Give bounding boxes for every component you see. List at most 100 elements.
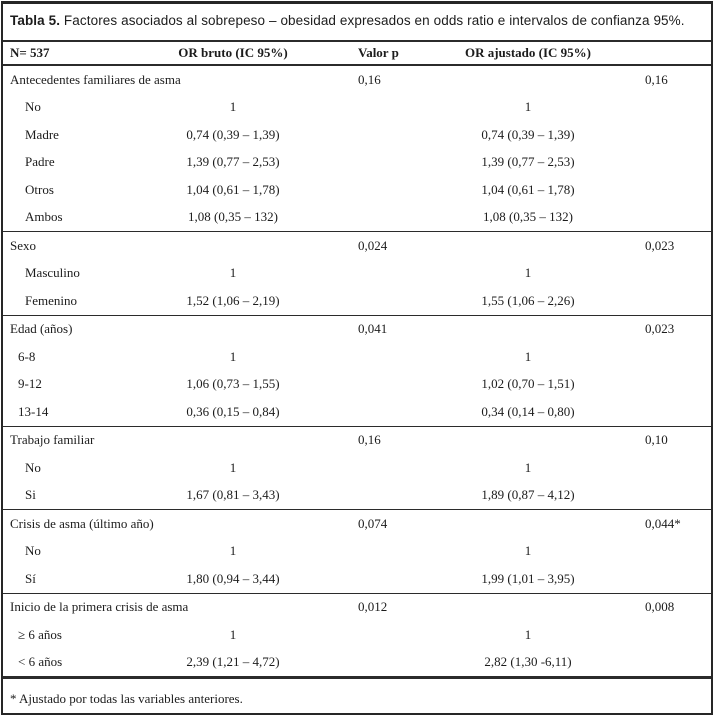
table-row: 6-8 1 1 [3,343,711,371]
cell-valor-p: 0,012 [358,599,388,615]
table-row: Edad (años) 0,041 0,023 [3,316,711,344]
table-frame: Tabla 5. Factores asociados al sobrepeso… [1,1,713,715]
cell-valor-p-adjusted: 0,023 [645,321,675,337]
cell-or-adjusted: 2,82 (1,30 -6,11) [484,654,572,670]
table-row: ≥ 6 años 1 1 [3,621,711,649]
table-row: Otros 1,04 (0,61 – 1,78) 1,04 (0,61 – 1,78… [3,176,711,204]
cell-label: Otros [25,181,54,197]
table-row: Trabajo familiar 0,16 0,10 [3,427,711,455]
cell-label: Antecedentes familiares de asma [10,71,181,87]
cell-label: Si [25,487,36,503]
cell-label: Masculino [25,265,80,281]
table-title-text: Factores asociados al sobrepeso – obesid… [60,13,685,28]
cell-or-crude: 0,74 (0,39 – 1,39) [186,126,280,142]
cell-or-adjusted: 1,04 (0,61 – 1,78) [481,181,575,197]
cell-or-adjusted: 0,74 (0,39 – 1,39) [481,126,575,142]
cell-label: No [25,543,41,559]
cell-label: < 6 años [18,654,63,670]
cell-or-adjusted: 1,39 (0,77 – 2,53) [481,154,575,170]
cell-or-crude: 1,08 (0,35 – 132) [188,209,278,225]
table-row: Femenino 1,52 (1,06 – 2,19) 1,55 (1,06 – 2… [3,287,711,315]
cell-valor-p-adjusted: 0,044* [645,515,681,531]
cell-or-adjusted: 1,02 (0,70 – 1,51) [481,376,575,392]
cell-or-crude: 1 [229,99,237,115]
cell-valor-p: 0,024 [358,237,388,253]
cell-or-crude: 1,04 (0,61 – 1,78) [186,181,280,197]
table-section: Edad (años) 0,041 0,023 6-8 1 1 9-12 1,06 (0,73… [3,316,711,427]
cell-or-adjusted: 1,89 (0,87 – 4,12) [481,487,575,503]
cell-valor-p: 0,074 [358,515,388,531]
cell-or-adjusted: 1 [524,348,532,364]
header-col-or-adjusted: OR ajustado (IC 95%) [464,45,592,60]
cell-valor-p-adjusted: 0,16 [645,71,668,87]
table-footnote: * Ajustado por todas las variables anter… [10,691,243,706]
table-row: Sexo 0,024 0,023 [3,232,711,260]
cell-or-crude: 1,67 (0,81 – 3,43) [186,487,280,503]
table-section: Crisis de asma (último año) 0,074 0,044* No… [3,510,711,594]
table-row: < 6 años 2,39 (1,21 – 4,72) 2,82 (1,30 -6,… [3,649,711,677]
table-row: 13-14 0,36 (0,15 – 0,84) 0,34 (0,14 – 0,80… [3,398,711,426]
cell-label: No [25,99,41,115]
cell-or-adjusted: 1,55 (1,06 – 2,26) [481,292,575,308]
table-row: 9-12 1,06 (0,73 – 1,55) 1,02 (0,70 – 1,51) [3,371,711,399]
cell-label: Inicio de la primera crisis de asma [10,599,189,615]
table-section: Antecedentes familiares de asma 0,16 0,16 N… [3,66,711,232]
cell-valor-p: 0,16 [358,71,381,87]
cell-or-crude: 0,36 (0,15 – 0,84) [186,403,280,419]
table-row: Padre 1,39 (0,77 – 2,53) 1,39 (0,77 – 2,53… [3,149,711,177]
table-row: Masculino 1 1 [3,260,711,288]
table-row: Crisis de asma (último año) 0,074 0,044* [3,510,711,538]
cell-valor-p: 0,041 [358,321,388,337]
cell-label: Sí [25,570,36,586]
table-row: Sí 1,80 (0,94 – 3,44) 1,99 (1,01 – 3,95) [3,565,711,593]
cell-or-crude: 1,06 (0,73 – 1,55) [186,376,280,392]
cell-label: Madre [25,126,59,142]
table-row: No 1 1 [3,538,711,566]
table-row: No 1 1 [3,454,711,482]
cell-label: Femenino [25,292,77,308]
cell-valor-p-adjusted: 0,10 [645,432,668,448]
cell-or-adjusted: 1,08 (0,35 – 132) [483,209,573,225]
table-row: Ambos 1,08 (0,35 – 132) 1,08 (0,35 – 132) [3,204,711,232]
table-row: Madre 0,74 (0,39 – 1,39) 0,74 (0,39 – 1,39… [3,121,711,149]
cell-or-crude: 1 [229,626,237,642]
table-header-row: N= 537 OR bruto (IC 95%) Valor p OR ajus… [3,42,711,66]
cell-or-adjusted: 1,99 (1,01 – 3,95) [481,570,575,586]
cell-or-crude: 1 [229,265,237,281]
cell-or-adjusted: 1 [524,265,532,281]
table-section: Trabajo familiar 0,16 0,10 No 1 1 Si 1,67 (0,81… [3,427,711,510]
cell-or-crude: 2,39 (1,21 – 4,72) [186,654,280,670]
header-col-n: N= 537 [10,45,50,60]
table-row: Antecedentes familiares de asma 0,16 0,16 [3,66,711,94]
header-col-or-crude: OR bruto (IC 95%) [178,45,288,60]
table-row: No 1 1 [3,94,711,122]
table-title-label: Tabla 5. [10,13,61,28]
cell-or-crude: 1 [229,543,237,559]
cell-label: 6-8 [18,348,36,364]
cell-label: Padre [25,154,55,170]
cell-or-adjusted: 1 [524,459,532,475]
cell-or-crude: 1,80 (0,94 – 3,44) [186,570,280,586]
cell-or-adjusted: 1 [524,626,532,642]
cell-label: Sexo [10,237,36,253]
cell-or-adjusted: 1 [524,543,532,559]
cell-label: 13-14 [18,403,49,419]
cell-valor-p: 0,16 [358,432,381,448]
table-section: Inicio de la primera crisis de asma 0,012… [3,594,711,679]
cell-label: 9-12 [18,376,42,392]
cell-label: Crisis de asma (último año) [10,515,154,531]
cell-or-crude: 1,52 (1,06 – 2,19) [186,292,280,308]
table-body: Antecedentes familiares de asma 0,16 0,16 N… [3,66,711,679]
table-title: Tabla 5. Factores asociados al sobrepeso… [3,4,711,42]
cell-or-adjusted: 1 [524,99,532,115]
cell-valor-p-adjusted: 0,008 [645,599,675,615]
cell-label: Trabajo familiar [10,432,95,448]
cell-label: No [25,459,41,475]
cell-or-crude: 1 [229,459,237,475]
cell-valor-p-adjusted: 0,023 [645,237,675,253]
table-section: Sexo 0,024 0,023 Masculino 1 1 Femenino 1,52 (1… [3,232,711,316]
table-row: Inicio de la primera crisis de asma 0,012… [3,594,711,622]
cell-label: Edad (años) [10,321,73,337]
table-row: Si 1,67 (0,81 – 3,43) 1,89 (0,87 – 4,12) [3,482,711,510]
cell-label: ≥ 6 años [18,626,62,642]
